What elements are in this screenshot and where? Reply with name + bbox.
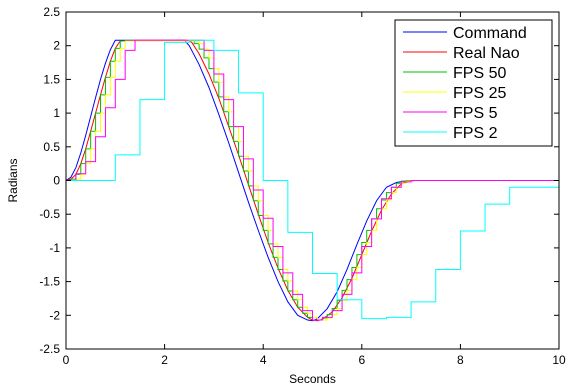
y-tick-label: -1 xyxy=(49,241,60,255)
x-tick-label: 6 xyxy=(358,353,365,367)
series-line-fps-50 xyxy=(66,40,559,321)
x-axis-label: Seconds xyxy=(289,372,336,386)
y-tick-label: -2 xyxy=(49,308,60,322)
legend-label: FPS 25 xyxy=(453,85,506,102)
series-line-fps-2 xyxy=(66,39,559,320)
y-tick-label: 0 xyxy=(53,174,60,188)
x-tick-label: 8 xyxy=(457,353,464,367)
y-tick-label: -2.5 xyxy=(39,342,60,356)
y-tick-label: 1 xyxy=(53,106,60,120)
y-tick-label: -1.5 xyxy=(39,275,60,289)
legend-label: FPS 50 xyxy=(453,65,506,82)
y-tick-label: 0.5 xyxy=(43,140,60,154)
y-tick-label: 2 xyxy=(53,39,60,53)
legend-label: FPS 2 xyxy=(453,125,498,142)
y-tick-label: 2.5 xyxy=(43,5,60,19)
series-line-command xyxy=(65,39,559,322)
x-tick-label: 0 xyxy=(63,353,70,367)
y-axis-label: Radians xyxy=(6,158,20,202)
legend-label: Command xyxy=(453,25,527,42)
y-tick-label: -0.5 xyxy=(39,207,60,221)
legend: Command Real Nao FPS 50 FPS 25 FPS 5 FPS 2 xyxy=(394,19,553,147)
legend-label: FPS 5 xyxy=(453,105,498,122)
x-tick-label: 10 xyxy=(552,353,566,367)
x-tick-label: 2 xyxy=(161,353,168,367)
axis-ticks: 0 2 4 6 8 10 -2.5 -2 -1.5 -1 -0.5 0 0.5 1 1.5 2 2.5 xyxy=(39,5,566,367)
x-tick-label: 4 xyxy=(260,353,267,367)
legend-box xyxy=(394,19,553,147)
legend-label: Real Nao xyxy=(453,45,520,62)
series-line-fps-5 xyxy=(66,39,559,321)
y-tick-label: 1.5 xyxy=(43,72,60,86)
series-layer xyxy=(65,39,559,322)
